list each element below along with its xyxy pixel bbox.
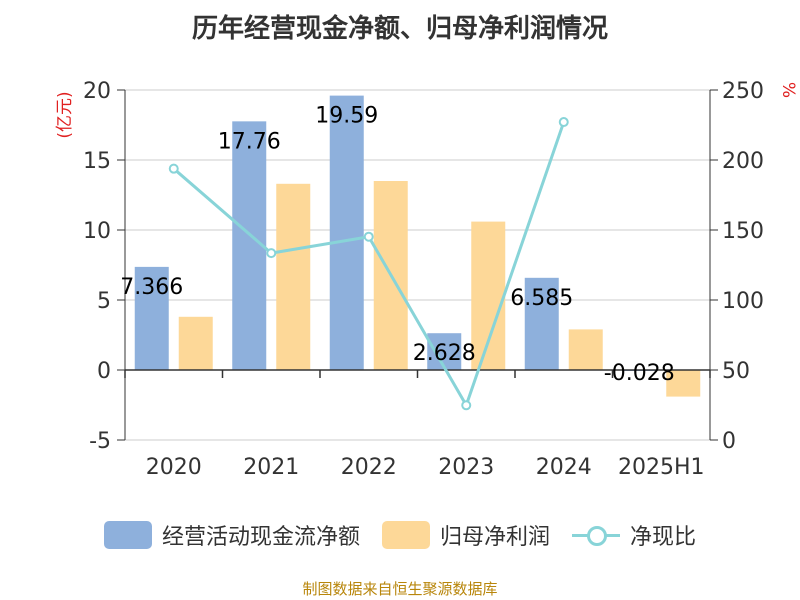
ratio-point — [266, 248, 277, 259]
bar-profit — [666, 370, 701, 397]
legend-item-ratio[interactable]: 净现比 — [572, 519, 696, 551]
y-left-tick-label: 0 — [97, 359, 111, 384]
chart-legend: 经营活动现金流净额 归母净利润 净现比 — [0, 515, 800, 555]
bar-data-label: 17.76 — [218, 129, 281, 154]
bar-cashflow — [427, 333, 462, 370]
data-source-note: 制图数据来自恒生聚源数据库 — [302, 580, 498, 598]
bar-data-label: 6.585 — [510, 286, 573, 311]
y-left-tick-label: 20 — [83, 79, 111, 104]
y-left-tick-label: 5 — [97, 289, 111, 314]
y-right-tick-label: 200 — [722, 149, 764, 174]
legend-label-profit: 归母净利润 — [439, 525, 550, 550]
y-right-tick-label: 100 — [722, 289, 764, 314]
bar-cashflow — [329, 95, 364, 370]
x-tick-label: 2025H1 — [618, 455, 705, 480]
ratio-point — [168, 163, 179, 174]
y-left-tick-label: -5 — [89, 429, 111, 454]
y-right-tick-label: 150 — [722, 219, 764, 244]
y-left-axis-title: (亿元) — [55, 91, 75, 138]
y-right-tick-label: 0 — [722, 429, 736, 454]
legend-swatch-ratio — [572, 521, 620, 549]
x-tick-label: 2021 — [243, 455, 299, 480]
bar-profit — [568, 329, 603, 370]
legend-item-cashflow[interactable]: 经营活动现金流净额 — [103, 519, 360, 551]
bar-data-label: -0.028 — [604, 361, 675, 386]
y-right-tick-label: 50 — [722, 359, 750, 384]
y-right-axis-title: % — [778, 82, 798, 98]
x-tick-label: 2023 — [438, 455, 494, 480]
bar-data-label: 19.59 — [315, 104, 378, 129]
legend-label-cashflow: 经营活动现金流净额 — [161, 525, 360, 550]
legend-swatch-profit — [381, 521, 430, 549]
chart-title: 历年经营现金净额、归母净利润情况 — [191, 14, 608, 44]
ratio-point — [558, 117, 569, 128]
y-left-tick-label: 15 — [83, 149, 111, 174]
bar-profit — [178, 316, 213, 370]
x-tick-label: 2020 — [146, 455, 202, 480]
ratio-point — [363, 231, 374, 242]
bar-cashflow — [134, 266, 169, 370]
bar-data-label: 2.628 — [413, 341, 476, 366]
bar-profit — [276, 183, 311, 370]
x-tick-label: 2024 — [536, 455, 592, 480]
bar-profit — [471, 221, 506, 370]
bar-data-label: 7.366 — [120, 275, 183, 300]
y-right-tick-label: 250 — [722, 79, 764, 104]
x-tick-label: 2022 — [341, 455, 397, 480]
y-left-tick-label: 10 — [83, 219, 111, 244]
legend-label-ratio: 净现比 — [630, 525, 697, 550]
bar-cashflow — [524, 277, 559, 370]
legend-swatch-cashflow — [103, 521, 152, 549]
ratio-point — [461, 400, 472, 411]
legend-item-profit[interactable]: 归母净利润 — [381, 519, 550, 551]
